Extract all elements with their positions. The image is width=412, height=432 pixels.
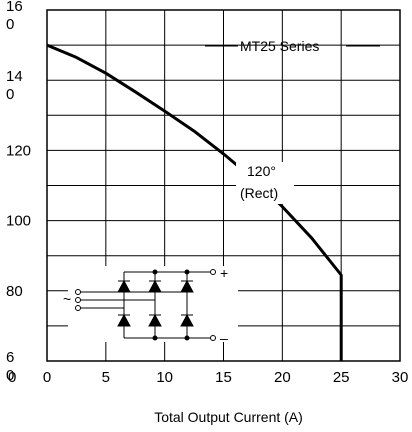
y-tick-label: 6 — [6, 349, 14, 366]
x-tick-label: 20 — [274, 369, 291, 386]
ac-symbol: ~ — [63, 291, 71, 307]
ac-terminal-1 — [75, 289, 81, 295]
x-tick-label: 10 — [156, 369, 173, 386]
x-tick-label: 15 — [215, 369, 232, 386]
x-tick-label: 5 — [102, 369, 110, 386]
y-tick-label: 100 — [6, 213, 31, 230]
x-tick-label-origin: 0 — [8, 369, 16, 386]
junction-dot-2 — [184, 269, 190, 275]
x-tick-label: 25 — [333, 369, 350, 386]
waveform-label: (Rect) — [240, 185, 278, 201]
diode-lower-1 — [117, 313, 131, 327]
series-label: MT25 Series — [240, 38, 319, 54]
bridge-rectifier-schematic — [68, 266, 238, 342]
junction-dot-1 — [152, 269, 158, 275]
y-tick-label: 80 — [6, 283, 23, 300]
junction-dot-3 — [152, 335, 158, 341]
y-tick-label: 0 — [6, 16, 14, 33]
angle-annotation: 120° (Rect) — [236, 162, 294, 204]
y-tick-label: 16 — [6, 0, 23, 15]
ac-terminal-2 — [75, 297, 81, 303]
minus-terminal — [210, 335, 216, 341]
plus-terminal — [210, 269, 216, 275]
diode-lower-3 — [180, 313, 194, 327]
diode-lower-2 — [148, 313, 162, 327]
schematic-bg — [68, 266, 238, 342]
x-tick-label: 30 — [392, 369, 409, 386]
x-axis-label: Total Output Current (A) — [154, 409, 303, 425]
x-axis-ticks: 0 5 10 15 20 25 30 0 — [8, 369, 408, 386]
y-tick-label: 120 — [6, 142, 31, 159]
minus-symbol: – — [220, 330, 228, 346]
series-annotation: MT25 Series — [205, 38, 380, 54]
angle-label: 120° — [247, 163, 276, 179]
y-tick-label: 0 — [6, 86, 14, 103]
junction-dot-4 — [184, 335, 190, 341]
series-lines — [46, 43, 343, 361]
y-tick-label: 0 — [6, 367, 14, 384]
ac-terminal-3 — [75, 305, 81, 311]
angle-annotation-bg — [236, 162, 294, 204]
plus-symbol: + — [220, 265, 228, 281]
x-tick-label: 0 — [43, 369, 51, 386]
y-tick-label: 14 — [6, 68, 23, 85]
plot-frame — [46, 9, 401, 362]
series-line — [46, 43, 343, 361]
